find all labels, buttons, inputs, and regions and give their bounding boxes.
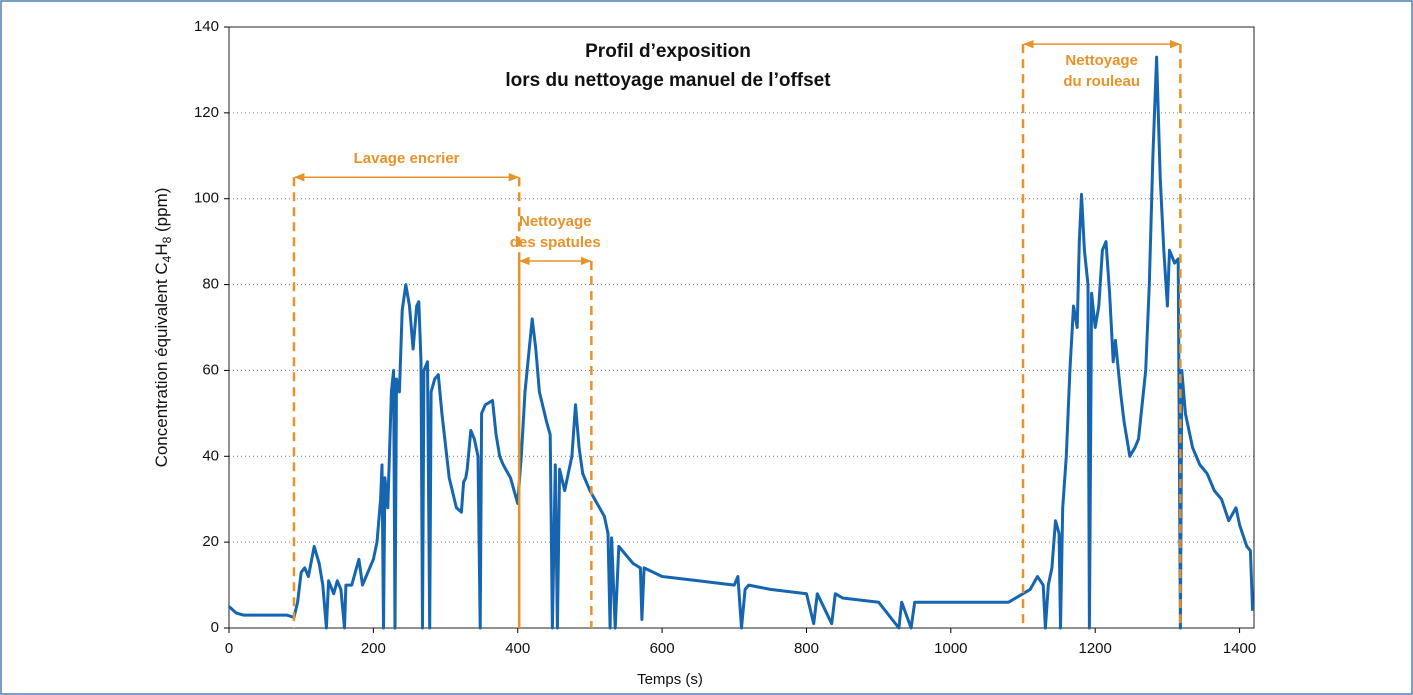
annotation-label: du rouleau (1063, 73, 1140, 90)
subscript: 4 (160, 255, 174, 262)
y-tick-label: 0 (211, 619, 219, 636)
chart-title: lors du nettoyage manuel de l’offset (505, 70, 831, 91)
y-axis-title-part: Concentration équivalent C (152, 262, 171, 467)
x-tick-label: 1200 (1079, 640, 1112, 657)
annotation-label: des spatules (510, 234, 601, 251)
y-tick-label: 100 (194, 190, 219, 207)
x-tick-label: 1400 (1223, 640, 1256, 657)
y-tick-label: 140 (194, 18, 219, 35)
y-tick-label: 120 (194, 104, 219, 121)
y-tick-label: 20 (202, 533, 219, 550)
y-axis-title-part: (ppm) (152, 188, 171, 237)
annotation-label: Nettoyage (1065, 52, 1138, 69)
subscript: 8 (160, 236, 174, 243)
y-tick-label: 80 (202, 276, 219, 293)
x-tick-label: 0 (225, 640, 233, 657)
x-tick-label: 200 (361, 640, 386, 657)
data-line (227, 55, 1255, 630)
y-tick-label: 40 (202, 447, 219, 464)
y-axis-title: Concentration équivalent C4H8 (ppm) (152, 188, 174, 468)
x-tick-label: 800 (794, 640, 819, 657)
chart-title: Profil d’exposition (585, 41, 751, 62)
annotation-label: Nettoyage (519, 213, 592, 230)
x-axis-title: Temps (s) (637, 671, 703, 688)
y-axis-title-part: H (152, 243, 171, 255)
annotation-label: Lavage encrier (354, 150, 460, 167)
x-tick-label: 600 (650, 640, 675, 657)
y-tick-label: 60 (202, 361, 219, 378)
x-tick-label: 1000 (934, 640, 967, 657)
x-tick-label: 400 (505, 640, 530, 657)
